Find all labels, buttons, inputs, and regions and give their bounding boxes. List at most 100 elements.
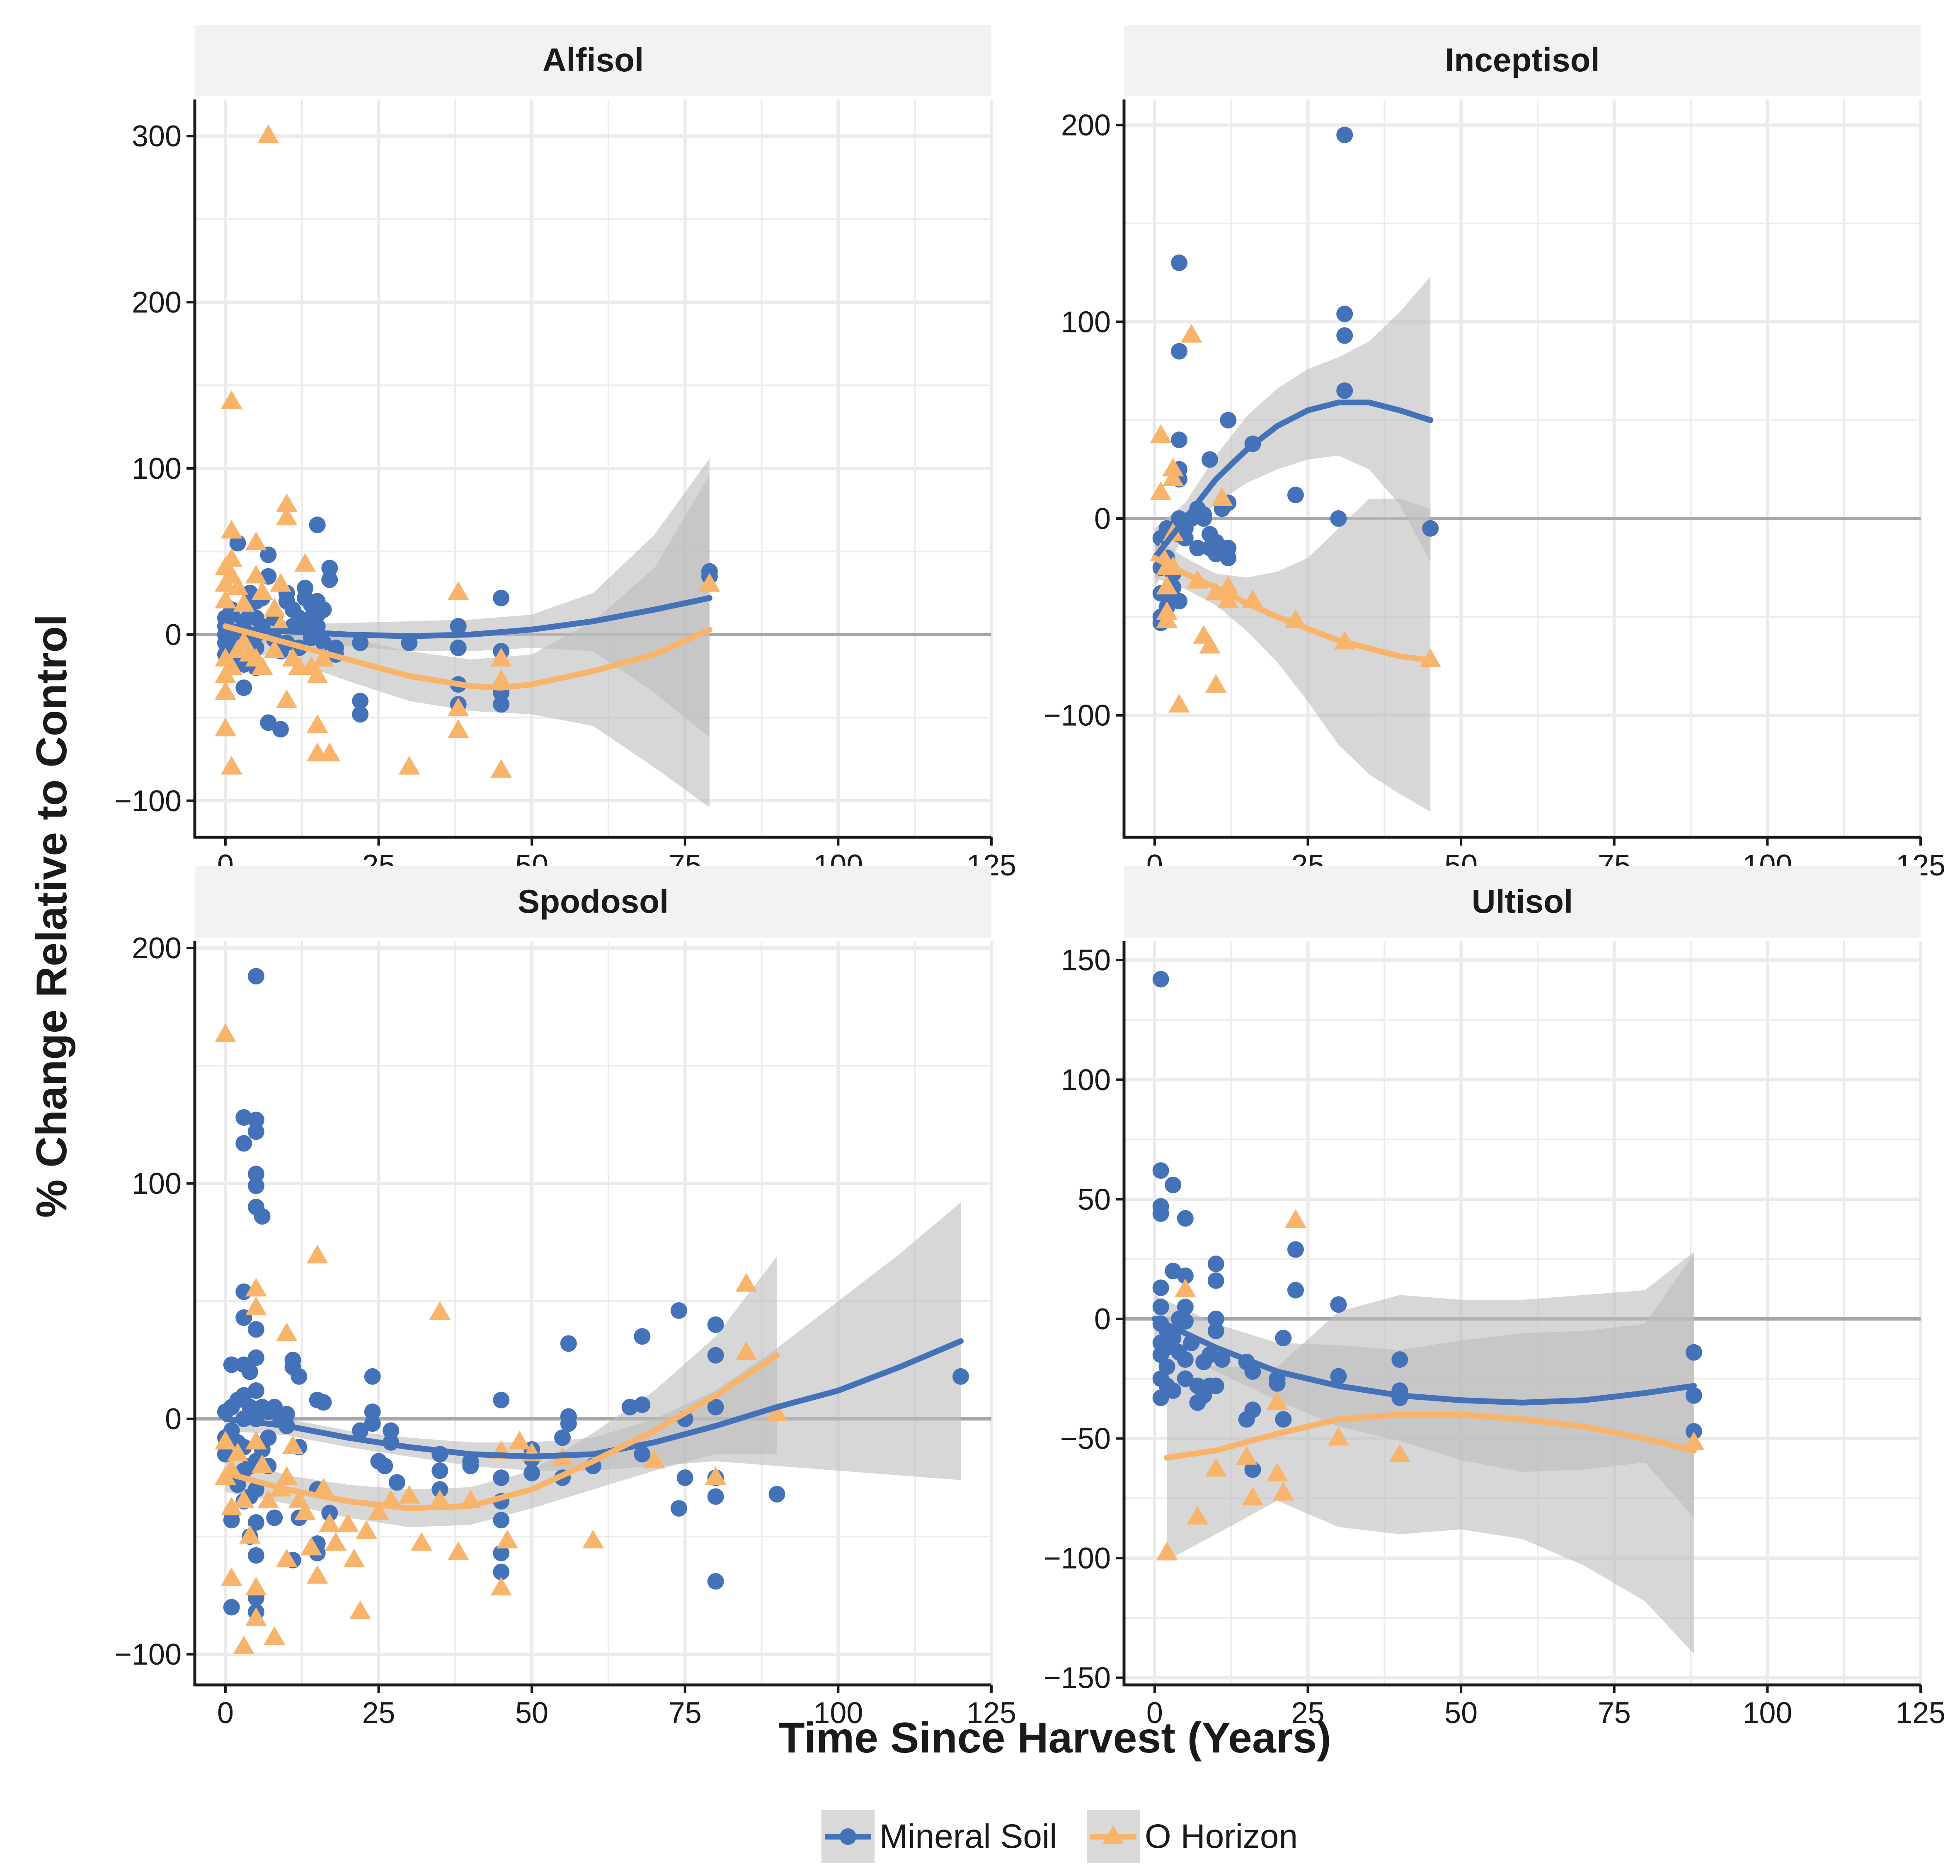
o-horizon-point xyxy=(319,742,341,761)
o-horizon-point xyxy=(220,656,242,675)
o-horizon-point xyxy=(1180,324,1202,343)
mineral-soil-point xyxy=(676,1469,693,1486)
mineral-soil-point xyxy=(247,1547,264,1564)
mineral-soil-point xyxy=(621,1399,638,1415)
mineral-soil-point xyxy=(1177,1370,1194,1387)
mineral-soil-point xyxy=(1220,412,1237,429)
legend-marker-o-horizon xyxy=(1102,1825,1124,1844)
o-horizon-point xyxy=(1162,458,1184,477)
ohorizon-points-spodosol xyxy=(214,1023,788,1655)
o-horizon-point xyxy=(1236,1446,1257,1465)
mineral-soil-point xyxy=(1220,540,1237,557)
mineral-soil-point xyxy=(670,1500,687,1517)
o-horizon-point xyxy=(245,1297,267,1316)
o-horizon-point xyxy=(233,1636,255,1655)
o-horizon-point xyxy=(264,639,286,658)
mineral-soil-point xyxy=(260,546,277,563)
mineral-soil-point xyxy=(1207,1310,1224,1327)
o-horizon-point xyxy=(1217,589,1239,608)
x-tick-label-spodosol: 75 xyxy=(669,1697,702,1730)
x-tick-label-spodosol: 100 xyxy=(813,1697,863,1730)
legend-label-mineral-soil: Mineral Soil xyxy=(879,1818,1057,1855)
mineral-soil-point xyxy=(1685,1387,1702,1404)
mineral-soil-point xyxy=(431,1462,448,1479)
y-tick-label-inceptisol: −100 xyxy=(1044,699,1111,732)
mineral-soil-point xyxy=(707,1573,724,1590)
confidence-band-ohorizon-inceptisol xyxy=(1154,499,1431,812)
o-horizon-point xyxy=(214,1430,236,1449)
mineral-soil-point xyxy=(1207,1272,1224,1289)
panel-title-ultisol: Ultisol xyxy=(1472,883,1573,920)
mineral-soil-point xyxy=(634,1446,651,1463)
o-horizon-point xyxy=(429,1489,451,1508)
mineral-soil-point xyxy=(364,1415,381,1432)
o-horizon-point xyxy=(1156,609,1178,628)
mineral-soil-point xyxy=(321,560,338,577)
mineral-soil-point xyxy=(952,1368,969,1385)
mineral-soil-point xyxy=(1165,1330,1182,1347)
mineral-soil-point xyxy=(272,721,289,738)
y-tick-label-alfisol: 200 xyxy=(132,286,182,319)
o-horizon-point xyxy=(214,1023,236,1042)
mineral-soil-point xyxy=(247,1166,264,1183)
mineral-soil-point xyxy=(1171,343,1188,360)
o-horizon-point xyxy=(214,589,236,608)
confidence-band-ohorizon-alfisol xyxy=(225,475,710,807)
x-tick-label-ultisol: 50 xyxy=(1444,1697,1478,1730)
mineral-soil-point xyxy=(1336,382,1353,399)
fit-line-ohorizon-spodosol xyxy=(222,1352,780,1511)
y-tick-label-alfisol: 100 xyxy=(132,452,182,485)
gridlines-ultisol xyxy=(1124,941,1922,1685)
o-horizon-point xyxy=(245,1430,267,1449)
confidence-band-ohorizon-ultisol xyxy=(1167,1252,1694,1654)
y-tick-label-inceptisol: 200 xyxy=(1061,109,1111,142)
fit-line-mineral-ultisol xyxy=(1151,1316,1697,1406)
o-horizon-point xyxy=(294,553,316,572)
mineral-soil-point xyxy=(1685,1423,1702,1440)
y-tick-label-inceptisol: 100 xyxy=(1061,305,1111,339)
mineral-soil-point xyxy=(278,1406,295,1423)
o-horizon-point xyxy=(276,1548,298,1567)
y-tick-label-ultisol: −150 xyxy=(1044,1662,1111,1695)
o-horizon-point xyxy=(705,1466,727,1485)
mineral-soil-point xyxy=(1189,540,1206,557)
y-axis-title: % Change Relative to Control xyxy=(28,614,76,1218)
o-horizon-point xyxy=(220,520,242,539)
o-horizon-point xyxy=(276,1322,298,1341)
mineral-soil-point xyxy=(1336,305,1353,322)
mineral-soil-point xyxy=(388,1474,405,1491)
mineral-soil-point xyxy=(1177,1210,1194,1227)
panel-strip-spodosol xyxy=(195,866,991,938)
o-horizon-point xyxy=(490,648,512,667)
mineral-soil-point xyxy=(1330,1368,1347,1385)
mineral-soil-point xyxy=(493,1391,510,1408)
mineral-soil-point xyxy=(247,1349,264,1366)
mineral-soil-point xyxy=(1207,1322,1224,1339)
o-horizon-point xyxy=(245,531,267,550)
mineral-soil-point xyxy=(1244,1363,1261,1380)
o-horizon-point xyxy=(1272,1482,1294,1501)
mineral-points-ultisol xyxy=(1152,971,1702,1478)
o-horizon-point xyxy=(1205,1458,1227,1477)
mineral-soil-point xyxy=(260,1429,277,1446)
o-horizon-point xyxy=(1156,576,1178,595)
y-tick-label-spodosol: −100 xyxy=(114,1638,182,1671)
mineral-soil-point xyxy=(229,535,246,552)
o-horizon-point xyxy=(227,576,249,595)
mineral-soil-point xyxy=(1275,1330,1292,1347)
y-tick-label-ultisol: 50 xyxy=(1078,1183,1111,1216)
mineral-soil-point xyxy=(493,1544,510,1561)
o-horizon-point xyxy=(1266,1391,1288,1410)
legend-marker-mineral-soil xyxy=(840,1828,856,1845)
o-horizon-point xyxy=(368,1501,390,1520)
mineral-soil-point xyxy=(321,1505,338,1522)
o-horizon-point xyxy=(264,1626,286,1645)
mineral-soil-point xyxy=(1330,1296,1347,1313)
panel-title-inceptisol: Inceptisol xyxy=(1445,41,1599,78)
o-horizon-point xyxy=(735,1341,757,1360)
o-horizon-point xyxy=(1389,1443,1411,1462)
o-horizon-point xyxy=(214,717,236,737)
fit-line-mineral-spodosol xyxy=(222,1338,964,1460)
x-tick-label-spodosol: 25 xyxy=(362,1697,395,1730)
